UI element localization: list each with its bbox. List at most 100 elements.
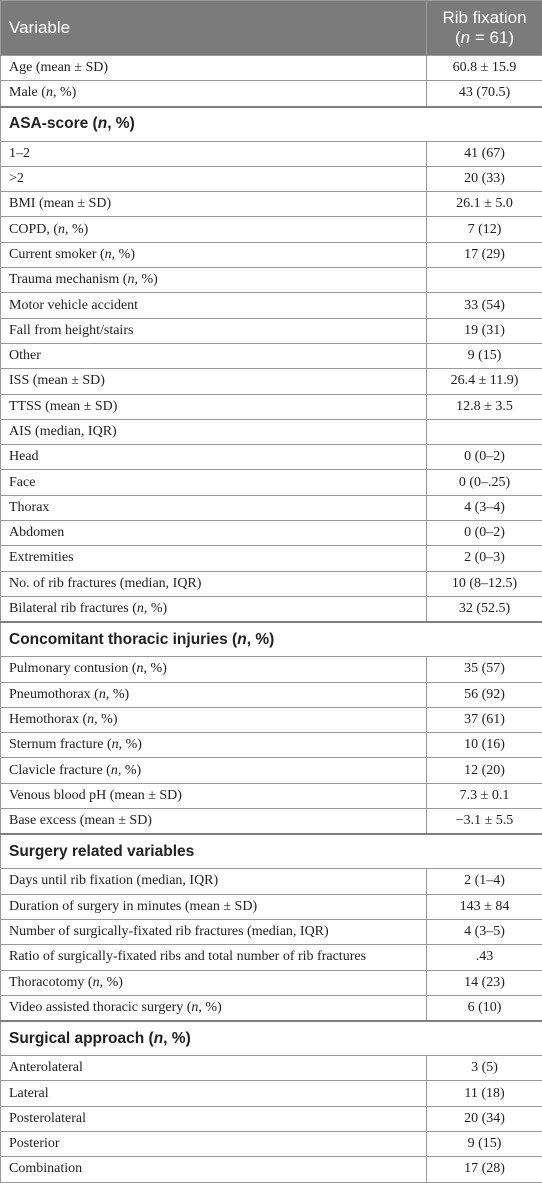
variable-label: Other <box>1 343 427 368</box>
rib-fixation-value: 2 (0–3) <box>427 546 542 571</box>
rib-fixation-value: 4 (3–5) <box>427 919 542 944</box>
variable-label: Pneumothorax (n, %) <box>1 682 427 707</box>
variable-label: Fall from height/stairs <box>1 318 427 343</box>
rib-fixation-value: 33 (54) <box>427 293 542 318</box>
variable-label: Head <box>1 445 427 470</box>
header-row: Variable Rib fixation (n = 61) <box>1 1 542 56</box>
rib-fixation-value: 7 (12) <box>427 217 542 242</box>
header-rib-fixation-n: (n = 61) <box>435 28 534 48</box>
variable-label: Current smoker (n, %) <box>1 242 427 267</box>
rib-fixation-value: 32 (52.5) <box>427 596 542 622</box>
variable-label: No. of rib fractures (median, IQR) <box>1 571 427 596</box>
table-row: Venous blood pH (mean ± SD)7.3 ± 0.1 <box>1 783 542 808</box>
variable-label: Video assisted thoracic surgery (n, %) <box>1 995 427 1021</box>
variable-label: Pulmonary contusion (n, %) <box>1 657 427 682</box>
table-row: ISS (mean ± SD)26.4 ± 11.9) <box>1 369 542 394</box>
table-row: Number of surgically-fixated rib fractur… <box>1 919 542 944</box>
rib-fixation-value: 20 (33) <box>427 166 542 191</box>
table-row: Base excess (mean ± SD)−3.1 ± 5.5 <box>1 809 542 835</box>
rib-fixation-value: 60.8 ± 15.9 <box>427 56 542 81</box>
rib-fixation-value: 0 (0–2) <box>427 445 542 470</box>
variable-label: Base excess (mean ± SD) <box>1 809 427 835</box>
variable-label: Ratio of surgically-fixated ribs and tot… <box>1 945 427 970</box>
rib-fixation-value: 12.8 ± 3.5 <box>427 394 542 419</box>
variable-label: Anterolateral <box>1 1056 427 1081</box>
table-row: Pneumothorax (n, %)56 (92) <box>1 682 542 707</box>
rib-fixation-value: 9 (15) <box>427 343 542 368</box>
table-header: Variable Rib fixation (n = 61) <box>1 1 542 56</box>
variable-label: Hemothorax (n, %) <box>1 707 427 732</box>
variable-label: Face <box>1 470 427 495</box>
variable-label: Age (mean ± SD) <box>1 56 427 81</box>
rib-fixation-value: 3 (5) <box>427 1056 542 1081</box>
variable-label: 1–2 <box>1 141 427 166</box>
table-row: Pulmonary contusion (n, %)35 (57) <box>1 657 542 682</box>
table-row: Hemothorax (n, %)37 (61) <box>1 707 542 732</box>
table-row: Days until rib fixation (median, IQR)2 (… <box>1 869 542 894</box>
variable-label: Venous blood pH (mean ± SD) <box>1 783 427 808</box>
variable-label: BMI (mean ± SD) <box>1 192 427 217</box>
header-rib-fixation: Rib fixation (n = 61) <box>427 1 542 56</box>
variable-label: Abdomen <box>1 521 427 546</box>
variable-label: Extremities <box>1 546 427 571</box>
rib-fixation-value: 35 (57) <box>427 657 542 682</box>
section-header: Concomitant thoracic injuries (n, %) <box>1 622 542 657</box>
variable-label: Bilateral rib fractures (n, %) <box>1 596 427 622</box>
rib-fixation-value: 0 (0–.25) <box>427 470 542 495</box>
variable-label: Thorax <box>1 495 427 520</box>
rib-fixation-value: 10 (8–12.5) <box>427 571 542 596</box>
variable-label: AIS (median, IQR) <box>1 419 427 444</box>
rib-fixation-value: 26.1 ± 5.0 <box>427 192 542 217</box>
table-row: Trauma mechanism (n, %) <box>1 268 542 293</box>
section-header: ASA-score (n, %) <box>1 107 542 142</box>
section-title: Surgical approach (n, %) <box>1 1021 542 1056</box>
rib-fixation-value: −3.1 ± 5.5 <box>427 809 542 835</box>
table-row: Ratio of surgically-fixated ribs and tot… <box>1 945 542 970</box>
variable-label: COPD, (n, %) <box>1 217 427 242</box>
rib-fixation-value: 19 (31) <box>427 318 542 343</box>
variable-label: Number of surgically-fixated rib fractur… <box>1 919 427 944</box>
rib-fixation-value: 0 (0–2) <box>427 521 542 546</box>
rib-fixation-value: 26.4 ± 11.9) <box>427 369 542 394</box>
variable-label: Combination <box>1 1157 427 1182</box>
header-rib-fixation-title: Rib fixation <box>435 8 534 28</box>
rib-fixation-value <box>427 268 542 293</box>
table-row: Age (mean ± SD)60.8 ± 15.9 <box>1 56 542 81</box>
rib-fixation-value <box>427 419 542 444</box>
rib-fixation-value: 2 (1–4) <box>427 869 542 894</box>
rib-fixation-value: 43 (70.5) <box>427 81 542 107</box>
variable-label: >2 <box>1 166 427 191</box>
variable-label: Posterolateral <box>1 1106 427 1131</box>
rib-fixation-value: 143 ± 84 <box>427 894 542 919</box>
variable-label: Thoracotomy (n, %) <box>1 970 427 995</box>
variable-label: Clavicle fracture (n, %) <box>1 758 427 783</box>
variable-label: Lateral <box>1 1081 427 1106</box>
table-row: No. of rib fractures (median, IQR)10 (8–… <box>1 571 542 596</box>
header-variable: Variable <box>1 1 427 56</box>
rib-fixation-value: 7.3 ± 0.1 <box>427 783 542 808</box>
variable-label: Days until rib fixation (median, IQR) <box>1 869 427 894</box>
rib-fixation-value: 14 (23) <box>427 970 542 995</box>
rib-fixation-value: 6 (10) <box>427 995 542 1021</box>
section-title: Surgery related variables <box>1 834 542 869</box>
rib-fixation-value: 56 (92) <box>427 682 542 707</box>
rib-fixation-value: 12 (20) <box>427 758 542 783</box>
table-row: Video assisted thoracic surgery (n, %)6 … <box>1 995 542 1021</box>
table-row: COPD, (n, %)7 (12) <box>1 217 542 242</box>
rib-fixation-value: 41 (67) <box>427 141 542 166</box>
